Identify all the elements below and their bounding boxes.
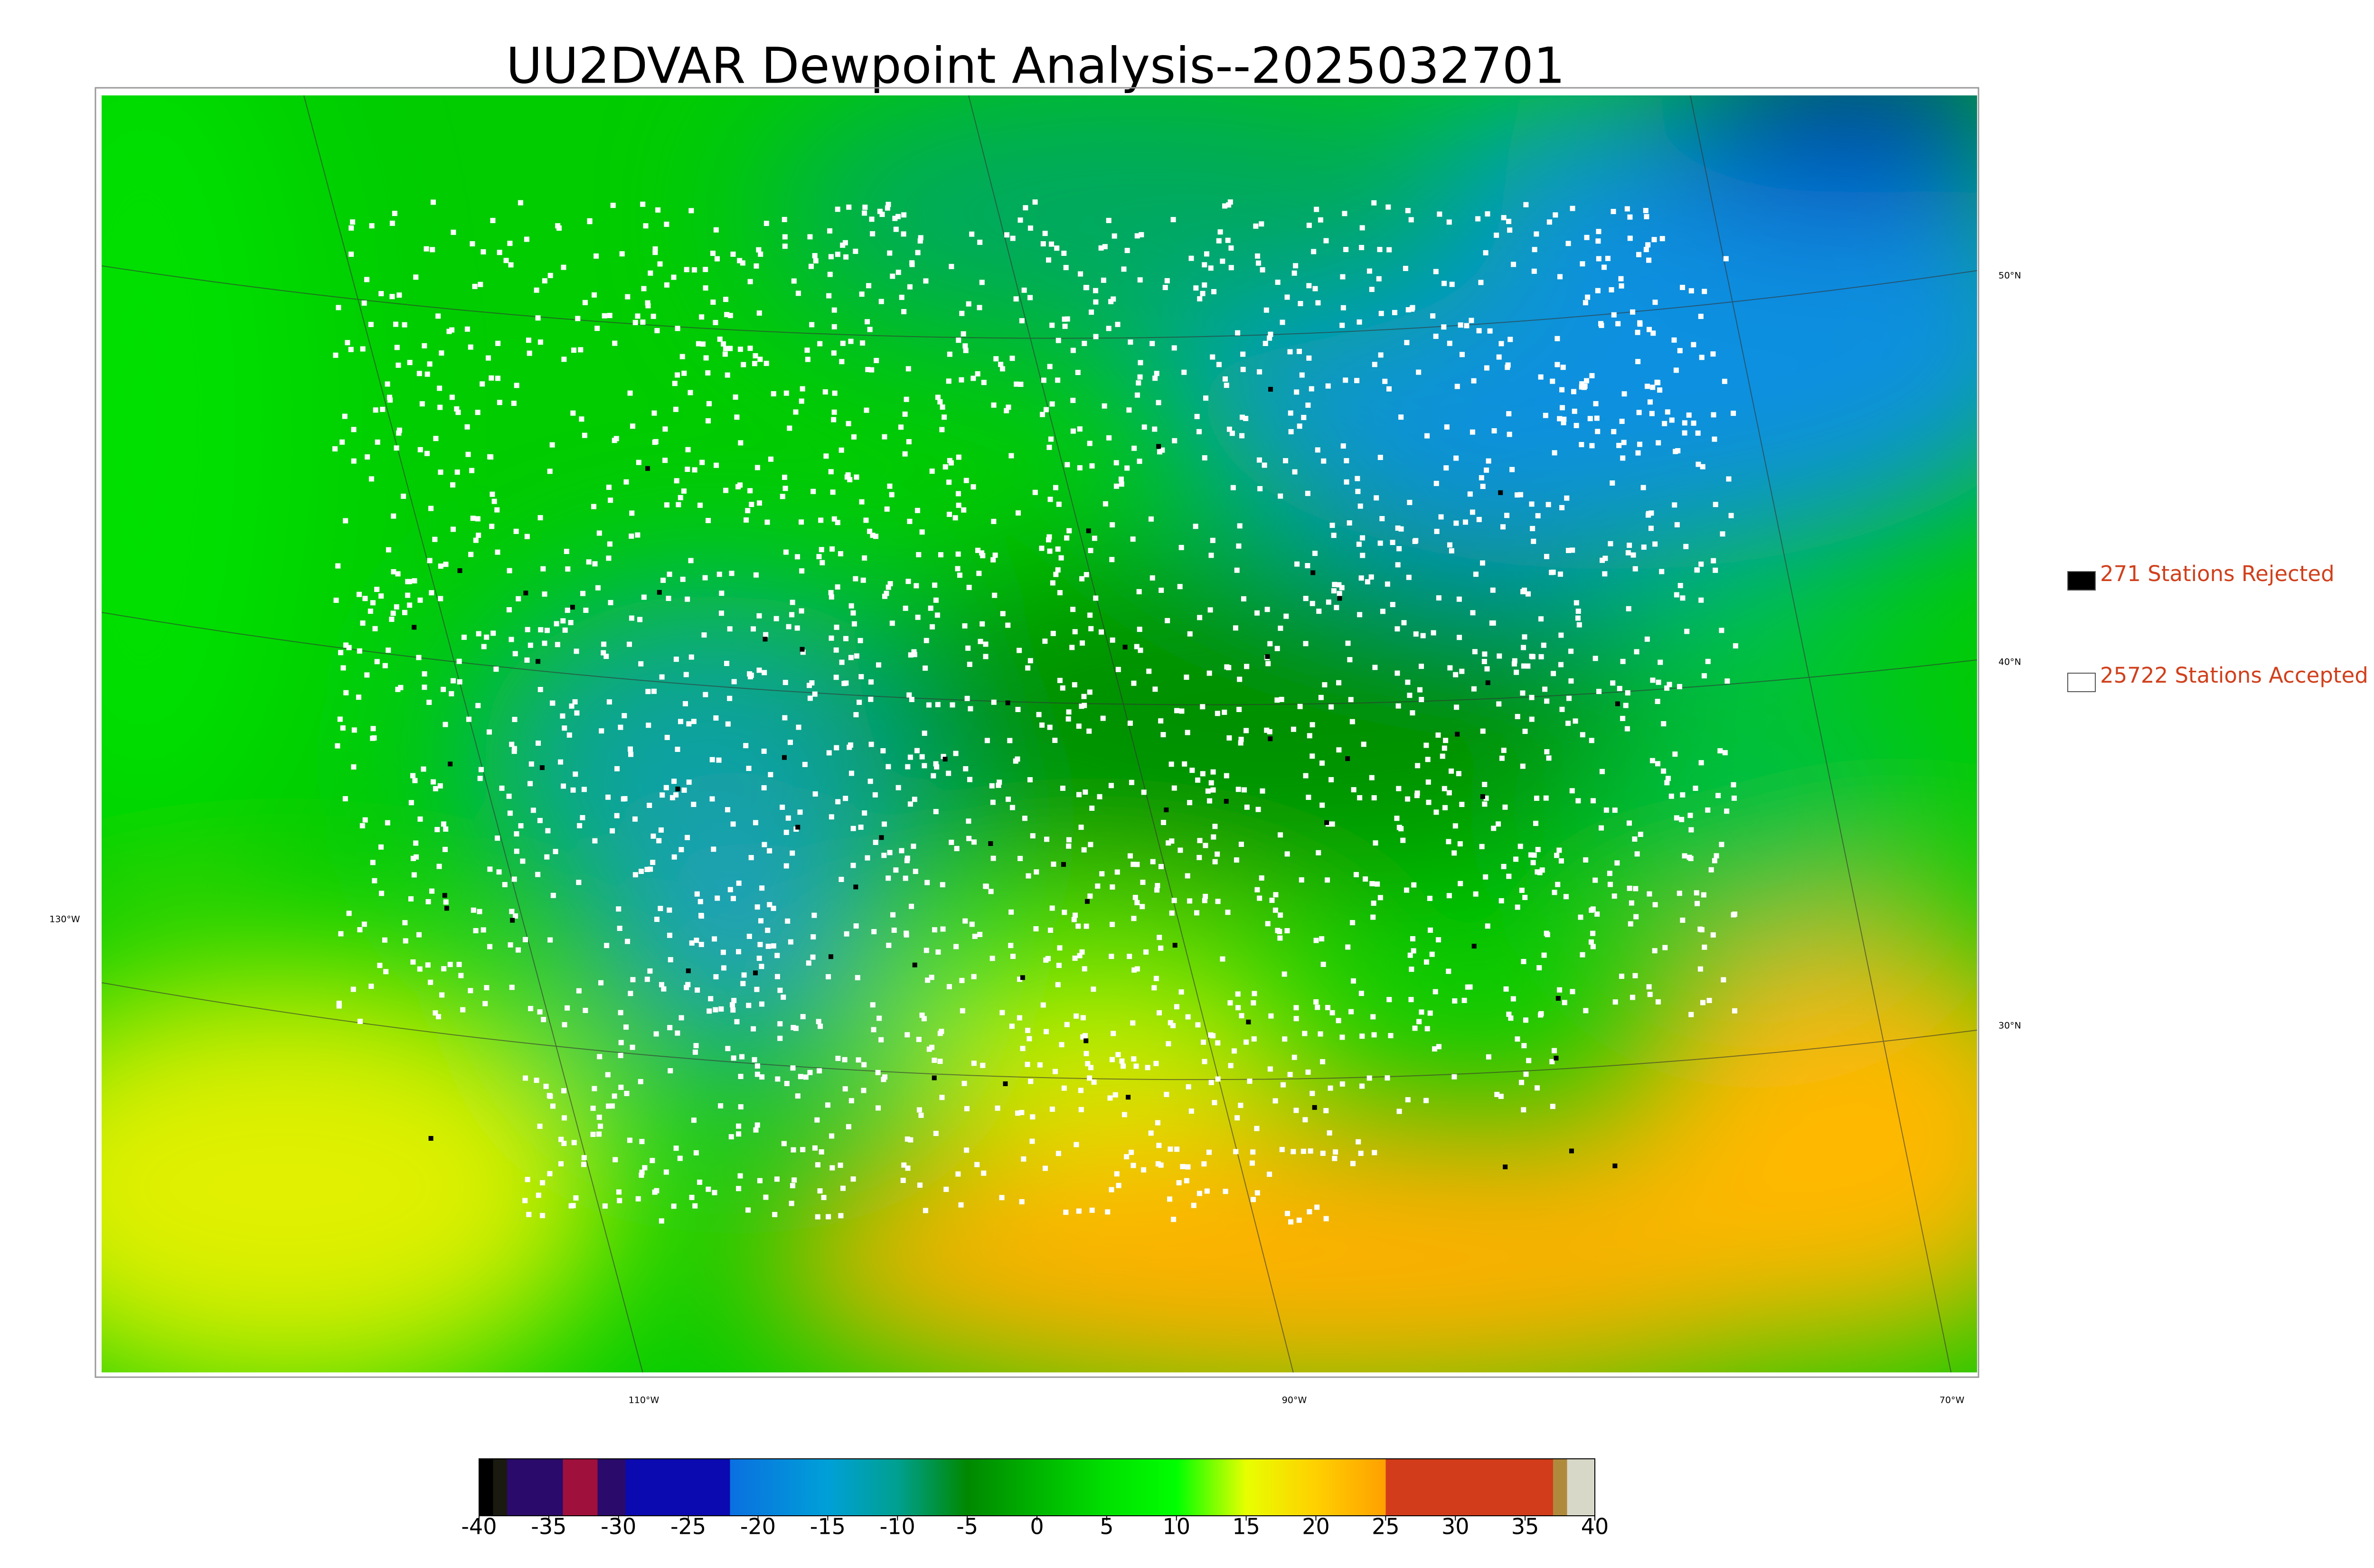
colorbar-tick-label: 5 xyxy=(1100,1514,1113,1540)
legend-label: 271 Stations Rejected xyxy=(2100,561,2335,586)
map-frame xyxy=(94,87,1979,1378)
colorbar-tick-label: -10 xyxy=(880,1514,915,1540)
colorbar-tick-label: 20 xyxy=(1302,1514,1330,1540)
colorbar-tick-label: -25 xyxy=(670,1514,706,1540)
colorbar-tick-label: 25 xyxy=(1372,1514,1400,1540)
lat-label: 30°N xyxy=(1998,1021,2021,1031)
colorbar-tick-label: -5 xyxy=(956,1514,978,1540)
legend-swatch xyxy=(2067,571,2096,591)
lat-label: 40°N xyxy=(1998,657,2021,667)
legend-swatch xyxy=(2067,673,2096,692)
colorbar-tick-label: 10 xyxy=(1162,1514,1190,1540)
colorbar-tick-label: 15 xyxy=(1232,1514,1260,1540)
colorbar-tick-label: 30 xyxy=(1441,1514,1470,1540)
legend-label: 25722 Stations Accepted xyxy=(2100,663,2368,688)
colorbar-tick-label: 0 xyxy=(1030,1514,1044,1540)
colorbar-tick-label: -30 xyxy=(601,1514,636,1540)
lon-label: 130°W xyxy=(49,914,80,925)
lon-label: 110°W xyxy=(629,1395,659,1406)
colorbar xyxy=(479,1458,1595,1516)
colorbar-tick-label: -20 xyxy=(740,1514,776,1540)
colorbar-tick-label: -40 xyxy=(461,1514,497,1540)
lat-label: 50°N xyxy=(1998,271,2021,281)
lon-label: 90°W xyxy=(1282,1395,1307,1406)
dewpoint-field xyxy=(102,95,1977,1372)
colorbar-tick-label: 35 xyxy=(1511,1514,1539,1540)
lon-label: 70°W xyxy=(1940,1395,1965,1406)
map-title: UU2DVAR Dewpoint Analysis--2025032701 xyxy=(506,37,1565,94)
colorbar-tick-label: -15 xyxy=(810,1514,846,1540)
colorbar-tick-label: -35 xyxy=(531,1514,566,1540)
colorbar-tick-label: 40 xyxy=(1581,1514,1609,1540)
